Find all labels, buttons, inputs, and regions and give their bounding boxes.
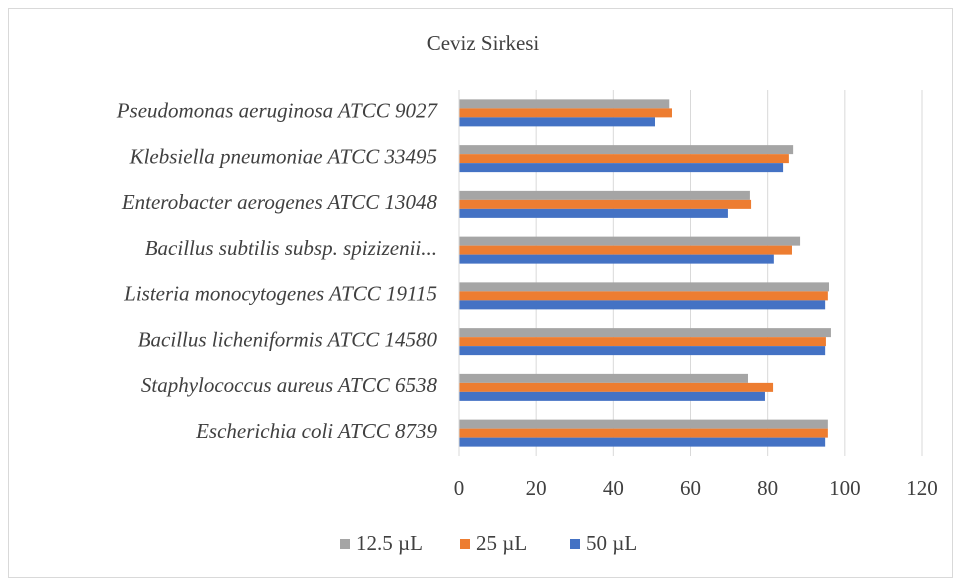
bar — [459, 291, 828, 301]
legend-label: 25 µL — [476, 531, 527, 555]
x-tick-label: 60 — [680, 476, 701, 500]
bar — [459, 337, 826, 347]
x-tick-label: 120 — [906, 476, 938, 500]
legend-swatch — [570, 539, 580, 549]
x-tick-label: 0 — [454, 476, 465, 500]
legend-label: 50 µL — [586, 531, 637, 555]
x-tick-label: 20 — [526, 476, 547, 500]
y-tick-label: Enterobacter aerogenes ATCC 13048 — [121, 190, 438, 214]
y-tick-label: Escherichia coli ATCC 8739 — [195, 419, 437, 443]
bar — [459, 245, 792, 255]
bar — [459, 254, 774, 264]
y-tick-label: Klebsiella pneumoniae ATCC 33495 — [129, 144, 437, 168]
bar — [459, 437, 826, 447]
bar — [459, 346, 826, 356]
y-tick-label: Staphylococcus aureus ATCC 6538 — [141, 373, 438, 397]
y-tick-label: Bacillus subtilis subsp. spizizenii... — [145, 236, 437, 260]
bar — [459, 300, 826, 310]
x-tick-label: 80 — [757, 476, 778, 500]
bar — [459, 419, 828, 429]
bar — [459, 117, 656, 127]
bar — [459, 108, 672, 118]
chart-title: Ceviz Sirkesi — [427, 31, 540, 55]
bar — [459, 373, 748, 383]
legend-swatch — [460, 539, 470, 549]
bar — [459, 236, 801, 246]
legend-label: 12.5 µL — [356, 531, 423, 555]
y-tick-label: Bacillus licheniformis ATCC 14580 — [138, 327, 438, 351]
legend-swatch — [340, 539, 350, 549]
bar — [459, 208, 728, 218]
bar — [459, 282, 830, 292]
bar — [459, 328, 831, 338]
bar — [459, 391, 765, 401]
x-tick-label: 100 — [829, 476, 861, 500]
bar — [459, 199, 752, 209]
y-tick-label: Listeria monocytogenes ATCC 19115 — [123, 282, 437, 306]
bar — [459, 428, 828, 438]
bar — [459, 163, 784, 173]
bar — [459, 99, 670, 109]
bar — [459, 145, 794, 155]
bar — [459, 190, 750, 200]
bar — [459, 382, 774, 392]
y-tick-label: Pseudomonas aeruginosa ATCC 9027 — [116, 99, 439, 123]
x-tick-label: 40 — [603, 476, 624, 500]
bar — [459, 154, 789, 164]
